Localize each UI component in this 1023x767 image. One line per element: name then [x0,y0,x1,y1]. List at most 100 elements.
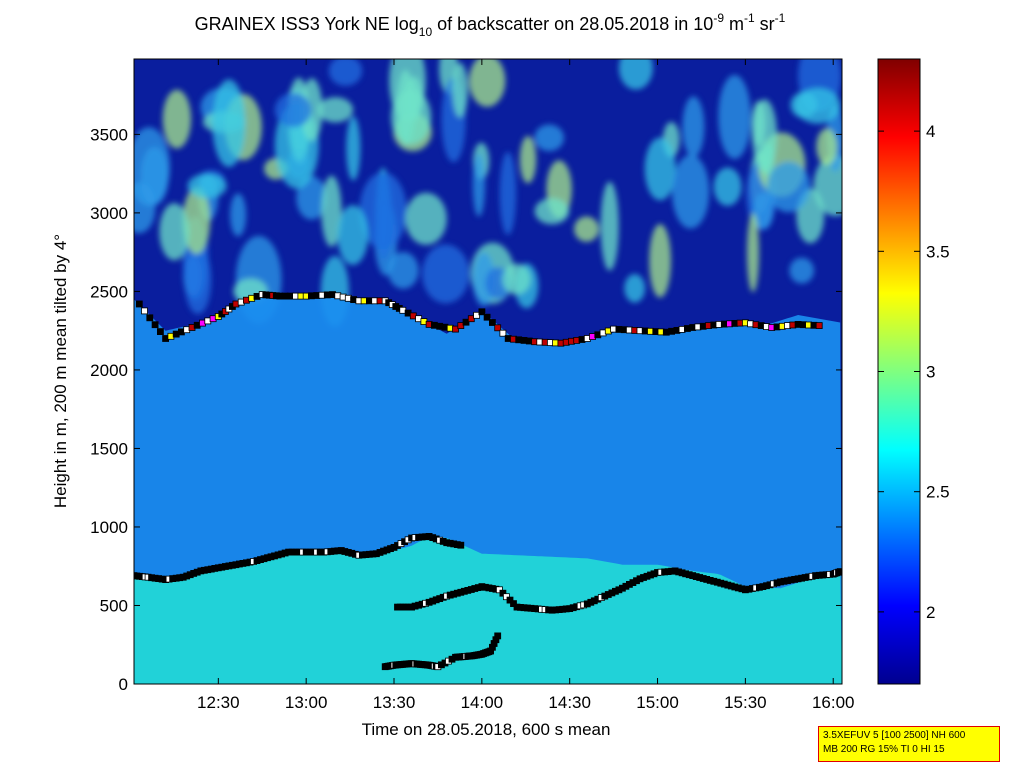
texture-blob [718,74,751,159]
texture-blob [387,252,419,289]
gradient-marker [499,329,507,337]
x-tick-label: 13:30 [373,693,416,712]
texture-blob [644,137,676,201]
texture-blob [499,151,517,235]
texture-blob [672,154,710,229]
texture-blob [274,93,312,128]
colorbar [877,58,921,685]
x-axis: 12:30 13:00 13:30 14:00 14:30 15:00 15:30 16:00 [197,59,854,712]
texture-blob [396,69,415,146]
texture-blob [816,128,838,166]
gradient-marker [467,315,475,323]
y-axis: 0 500 1000 1500 2000 2500 3000 3500 [90,125,842,694]
texture-blob [618,59,653,90]
texture-blob [534,198,570,225]
texture-blob [346,116,361,181]
colorbar-ticks: 2 2.5 3 3.5 4 [878,122,950,622]
texture-blob [472,153,485,217]
texture-blob [405,192,447,245]
gradient-marker [510,600,517,607]
y-tick-label: 2500 [90,282,128,301]
texture-blob [182,187,211,254]
y-tick-label: 3500 [90,125,128,144]
x-tick-label: 14:30 [548,693,591,712]
gradient-marker [494,324,502,332]
texture-blob [230,193,247,237]
gradient-markers [134,291,842,671]
gradient-marker [499,589,507,597]
x-tick-label: 15:00 [636,693,679,712]
gradient-marker [473,311,481,319]
texture-blob [452,62,468,118]
x-tick-label: 14:00 [461,693,504,712]
texture-blob [713,167,742,206]
gradient-marker [457,541,465,549]
colorbar-tick-label: 2.5 [926,483,950,502]
y-tick-label: 0 [119,675,128,694]
y-tick-label: 1000 [90,518,128,537]
gradient-marker [494,632,502,640]
texture-blob [296,176,327,220]
texture-blob [328,59,363,86]
colorbar-tick-label: 4 [926,122,935,141]
texture-blob [337,205,369,265]
texture-blob [752,192,774,230]
texture-blob [795,87,841,124]
chart-title: GRAINEX ISS3 York NE log10 of backscatte… [195,11,786,39]
texture-blob [574,216,599,242]
plot-area [134,59,842,684]
texture-blob [140,146,169,206]
texture-blob [649,223,671,298]
y-tick-label: 500 [100,596,128,615]
y-tick-label: 1500 [90,439,128,458]
texture-blob [212,79,246,167]
texture-blob [600,181,619,271]
gradient-marker [815,322,823,330]
y-tick-label: 3000 [90,204,128,223]
texture-blob [767,161,811,213]
gradient-marker [135,300,143,308]
texture-blob [187,173,227,199]
gradient-marker [488,319,496,326]
texture-blob [317,97,354,123]
texture-blob [682,96,705,158]
plot-frame [133,58,843,685]
gradient-marker [506,596,514,604]
colorbar-tick-label: 3.5 [926,242,950,261]
texture-blob [502,263,531,295]
info-line-2: MB 200 RG 15% TI 0 HI 15 [823,744,945,755]
gradient-marker [452,325,459,333]
texture-blob [746,213,760,293]
y-axis-label: Height in m, 200 m mean tilted by 4° [51,234,70,508]
texture-blob [321,175,342,247]
gradient-marker [836,568,842,575]
colorbar-tick-label: 2 [926,603,935,622]
texture-blob [519,135,537,184]
y-tick-label: 2000 [90,361,128,380]
settings-info-box: 3.5XEFUV 5 [100 2500] NH 600 MB 200 RG 1… [818,726,1000,762]
texture-blob [752,99,777,172]
gradient-marker [483,313,491,321]
texture-blob [159,203,190,261]
gradient-marker [462,318,470,326]
texture-blob [789,257,814,284]
texture-blob [359,172,407,250]
gradient-marker [141,307,148,315]
x-axis-label: Time on 28.05.2018, 600 s mean [362,720,611,739]
x-tick-label: 15:30 [724,693,767,712]
x-tick-label: 13:00 [285,693,328,712]
texture-blob [534,124,564,152]
colorbar-tick-label: 3 [926,363,935,382]
texture-blob [162,89,192,149]
gradient-marker [156,328,164,336]
texture-blob [301,78,323,142]
texture-blob [469,59,506,107]
texture-blob [422,244,470,304]
x-tick-label: 16:00 [812,693,855,712]
gradient-marker [495,586,503,594]
gradient-marker [151,321,159,329]
gradient-marker [146,314,154,322]
info-line-1: 3.5XEFUV 5 [100 2500] NH 600 [823,730,966,741]
gradient-marker [478,308,486,316]
